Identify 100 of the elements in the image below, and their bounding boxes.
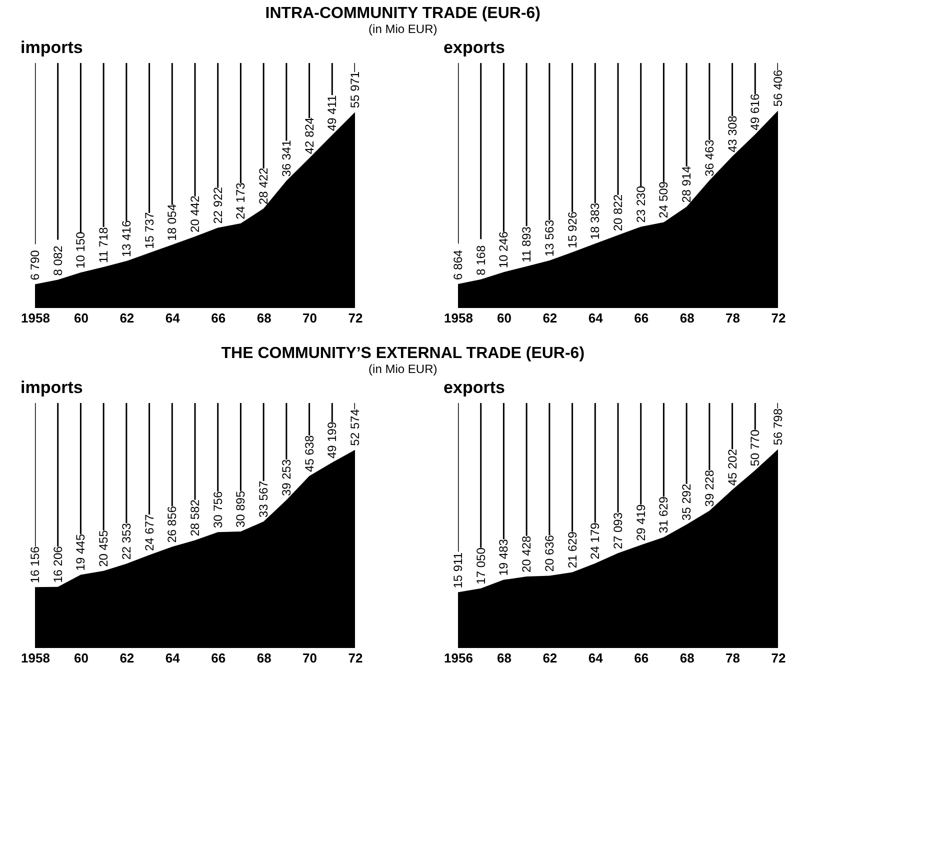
data-label: 20 636	[542, 534, 556, 572]
x-tick-label: 66	[211, 310, 226, 326]
x-tick-label: 78	[726, 650, 740, 666]
data-label: 11 893	[520, 226, 534, 262]
chart-title: imports	[20, 378, 83, 397]
data-label: 45 638	[302, 434, 316, 472]
x-tick-label: 66	[634, 650, 649, 666]
x-tick-label: 1958	[21, 310, 50, 326]
x-tick-label: 66	[634, 310, 649, 326]
data-label: 10 150	[74, 231, 88, 268]
data-label: 24 179	[588, 522, 602, 560]
data-label: 20 455	[96, 530, 111, 567]
data-label: 35 292	[680, 483, 694, 520]
data-label: 24 509	[656, 181, 671, 218]
data-label: 30 895	[234, 490, 248, 528]
text: INTRA-COMMUNITY TRADE (EUR-6)	[265, 5, 541, 22]
x-tick-label: 62	[120, 650, 134, 666]
data-label: 36 463	[702, 139, 716, 176]
data-label: 26 856	[165, 506, 180, 543]
x-tick-label: 62	[542, 310, 558, 326]
data-label: 49 199	[325, 422, 340, 459]
x-tick-label: 62	[120, 310, 134, 326]
data-label: 55 971	[348, 71, 362, 108]
data-label: 30 756	[210, 491, 225, 528]
data-label: 36 341	[279, 140, 294, 177]
data-label: 10 246	[496, 231, 511, 268]
data-label: 16 206	[50, 546, 65, 583]
data-label: 15 926	[565, 211, 580, 248]
x-tick-label: 68	[256, 650, 272, 666]
data-label: 45 202	[725, 448, 740, 486]
x-tick-label: 1956	[444, 650, 473, 666]
data-label: 13 563	[542, 220, 556, 257]
x-tick-label: 60	[74, 650, 88, 666]
data-label: 21 629	[565, 531, 580, 568]
data-label: 28 582	[188, 499, 202, 536]
x-tick-label: 64	[588, 310, 604, 326]
data-label: 20 442	[188, 195, 202, 232]
data-label: 15 737	[142, 212, 156, 249]
data-label: 8 082	[50, 245, 65, 276]
x-tick-label: 68	[680, 310, 694, 326]
data-label: 33 567	[256, 480, 271, 518]
text: THE COMMUNITY’S EXTERNAL TRADE (EUR-6)	[221, 345, 585, 362]
data-label: 39 253	[279, 459, 294, 496]
x-tick-label: 72	[771, 310, 786, 326]
data-label: 50 770	[748, 429, 762, 466]
x-tick-label: 72	[348, 310, 363, 326]
text: (in Mio EUR)	[368, 22, 438, 36]
data-label: 56 406	[771, 70, 785, 107]
data-label: 29 419	[634, 504, 648, 542]
data-label: 49 411	[325, 94, 340, 132]
data-label: 20 822	[611, 194, 625, 232]
data-label: 17 050	[474, 547, 488, 584]
data-label: 18 383	[588, 202, 602, 240]
data-label: 24 173	[234, 182, 248, 220]
x-tick-label: 70	[302, 650, 318, 666]
chart-title: imports	[20, 38, 83, 57]
data-label: 19 445	[74, 534, 88, 571]
x-tick-label: 60	[496, 310, 512, 326]
data-label: 22 922	[210, 186, 225, 224]
x-tick-label: 64	[165, 650, 181, 666]
x-tick-label: 68	[680, 650, 694, 666]
data-label: 6 864	[451, 250, 465, 280]
data-label: 13 416	[119, 220, 134, 258]
x-tick-label: 72	[771, 650, 786, 666]
data-label: 31 629	[656, 496, 671, 534]
x-tick-label: 64	[588, 650, 604, 666]
x-tick-label: 1958	[444, 310, 473, 326]
data-label: 56 798	[771, 408, 785, 446]
x-tick-label: 60	[74, 310, 88, 326]
x-tick-label: 66	[211, 650, 226, 666]
data-label: 20 428	[520, 535, 534, 572]
x-tick-label: 70	[302, 310, 318, 326]
x-tick-label: 62	[542, 650, 558, 666]
x-tick-label: 68	[496, 650, 512, 666]
data-label: 16 156	[28, 546, 42, 584]
data-label: 19 483	[496, 538, 511, 576]
data-label: 49 616	[748, 93, 762, 130]
data-label: 28 422	[256, 167, 271, 205]
data-label: 23 230	[634, 186, 648, 223]
x-tick-label: 64	[165, 310, 181, 326]
x-tick-label: 72	[348, 650, 363, 666]
data-label: 8 168	[474, 245, 488, 276]
data-label: 28 914	[680, 166, 694, 203]
data-label: 6 790	[28, 250, 42, 280]
data-label: 42 824	[302, 117, 316, 154]
data-label: 11 718	[96, 226, 111, 263]
data-label: 18 054	[165, 204, 180, 241]
data-label: 52 574	[348, 408, 362, 446]
chart-title: exports	[444, 38, 505, 57]
data-label: 27 093	[611, 512, 625, 550]
data-label: 24 677	[142, 514, 156, 551]
data-label: 43 308	[725, 115, 740, 152]
x-tick-label: 1958	[21, 650, 50, 666]
data-label: 15 911	[451, 552, 465, 588]
x-tick-label: 78	[726, 310, 740, 326]
text: (in Mio EUR)	[368, 362, 438, 376]
x-tick-label: 68	[256, 310, 272, 326]
data-label: 22 353	[119, 522, 134, 560]
chart-title: exports	[444, 378, 505, 397]
data-label: 39 228	[702, 470, 716, 507]
